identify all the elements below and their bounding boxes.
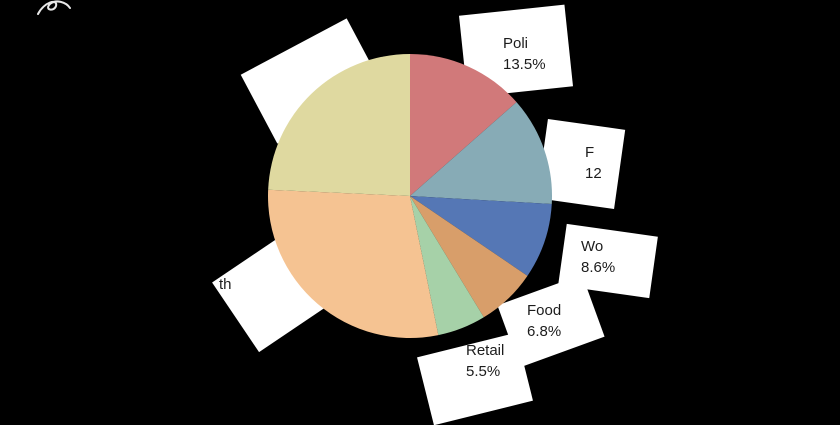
label-line: F	[585, 144, 595, 161]
label-line: 12	[585, 165, 602, 182]
pie-slice-6	[268, 54, 410, 196]
label-text-finance: F 12	[585, 142, 602, 184]
pie-figure: Poli 13.5% F 12 Wo 8.6% Food 6.8% Retail 5.5%…	[37, 0, 658, 425]
label-line: 13.5%	[503, 56, 546, 73]
corner-squiggle-mark	[37, 0, 71, 15]
label-line: 8.6%	[581, 259, 616, 276]
label-line: th	[219, 276, 232, 293]
label-text-politics: Poli 13.5%	[503, 33, 546, 75]
label-line: Wo	[581, 238, 604, 255]
label-text-food: Food 6.8%	[527, 300, 561, 342]
label-line: Poli	[503, 35, 529, 52]
label-text-retail: Retail 5.5%	[466, 340, 504, 382]
pie-slice-2	[410, 196, 552, 276]
pie-slice-0	[410, 54, 517, 196]
label-line: Food	[527, 302, 562, 319]
pie-slice-4	[410, 196, 484, 336]
label-text-health: th	[219, 274, 232, 295]
pie-slice-5	[268, 189, 439, 338]
pie-slice-3	[410, 196, 528, 318]
label-text-world: Wo 8.6%	[581, 236, 615, 278]
label-line: Retail	[466, 342, 505, 359]
pie-slice-1	[410, 102, 552, 205]
label-line: 5.5%	[466, 363, 501, 380]
label-line: 6.8%	[527, 323, 562, 340]
pie-chart	[268, 54, 552, 338]
